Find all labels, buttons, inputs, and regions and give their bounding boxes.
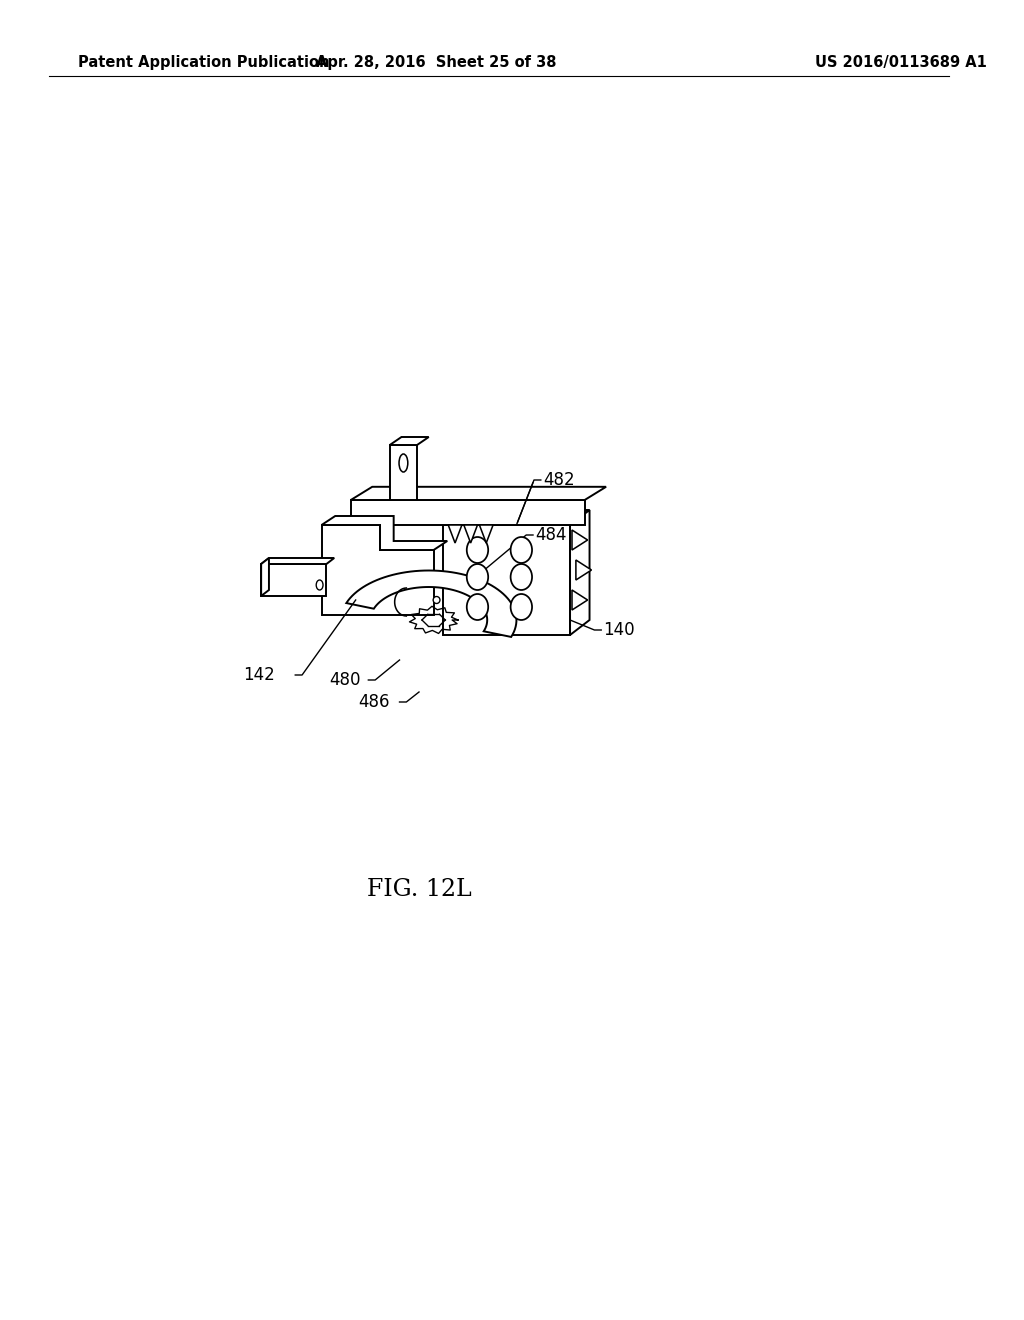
Text: FIG. 12L: FIG. 12L xyxy=(367,879,471,902)
Polygon shape xyxy=(390,445,417,500)
Polygon shape xyxy=(261,558,269,597)
Polygon shape xyxy=(346,570,516,638)
Ellipse shape xyxy=(511,537,532,564)
Polygon shape xyxy=(351,487,606,500)
Polygon shape xyxy=(572,590,588,610)
Polygon shape xyxy=(464,525,477,543)
Polygon shape xyxy=(443,510,590,525)
Text: 140: 140 xyxy=(603,620,635,639)
Text: Apr. 28, 2016  Sheet 25 of 38: Apr. 28, 2016 Sheet 25 of 38 xyxy=(316,54,557,70)
Ellipse shape xyxy=(467,564,488,590)
Text: 484: 484 xyxy=(535,525,566,544)
Text: US 2016/0113689 A1: US 2016/0113689 A1 xyxy=(815,54,986,70)
Polygon shape xyxy=(479,525,494,543)
Polygon shape xyxy=(261,564,327,597)
Polygon shape xyxy=(390,437,429,445)
Polygon shape xyxy=(572,531,588,550)
Ellipse shape xyxy=(433,597,440,603)
Polygon shape xyxy=(449,525,462,543)
Polygon shape xyxy=(322,525,433,615)
Ellipse shape xyxy=(316,579,323,590)
Ellipse shape xyxy=(467,537,488,564)
Text: Patent Application Publication: Patent Application Publication xyxy=(78,54,330,70)
Polygon shape xyxy=(261,558,334,564)
Ellipse shape xyxy=(399,454,408,473)
Text: 142: 142 xyxy=(243,667,274,684)
Text: 482: 482 xyxy=(543,471,574,488)
Polygon shape xyxy=(351,500,585,525)
Ellipse shape xyxy=(511,594,532,620)
Ellipse shape xyxy=(467,594,488,620)
Polygon shape xyxy=(570,510,590,635)
Ellipse shape xyxy=(511,564,532,590)
Text: 480: 480 xyxy=(329,671,360,689)
Text: 486: 486 xyxy=(358,693,390,711)
Polygon shape xyxy=(443,525,570,635)
Polygon shape xyxy=(575,560,592,579)
Polygon shape xyxy=(322,516,447,550)
